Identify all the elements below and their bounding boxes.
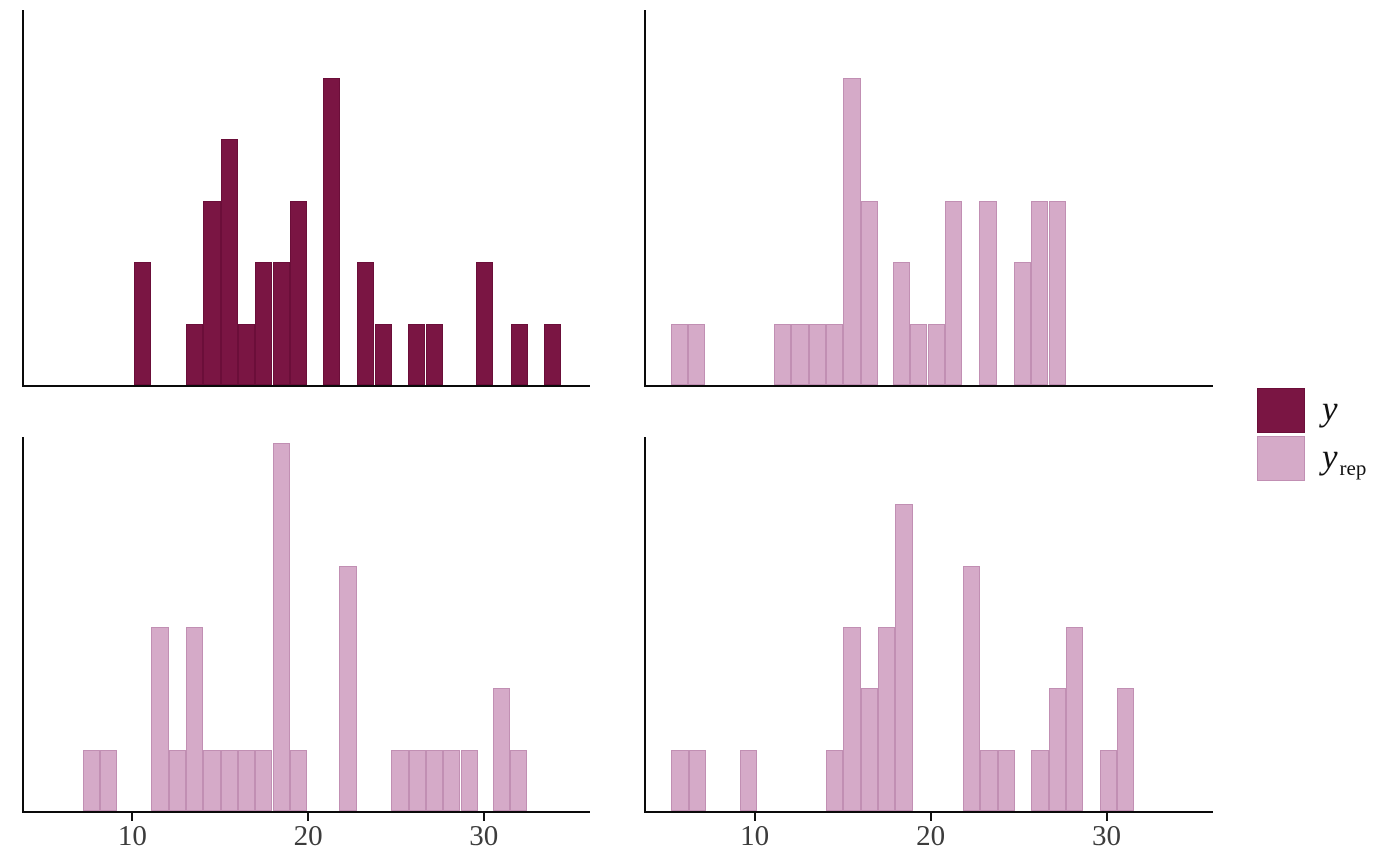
histogram-bar xyxy=(687,323,706,385)
histogram-bar xyxy=(791,323,809,385)
histogram-bar xyxy=(944,200,963,385)
panel-bottom-left-yrep-histogram: 10 20 30 xyxy=(22,437,590,851)
histogram-bar xyxy=(203,749,221,811)
histogram-bar xyxy=(443,749,461,811)
x-axis-tick-label: 30 xyxy=(1092,820,1121,852)
histogram-bar xyxy=(980,749,998,811)
panel-top-right-yrep-histogram xyxy=(644,10,1213,387)
histogram-bar xyxy=(237,323,256,385)
x-axis-tick xyxy=(307,813,310,821)
histogram-bar xyxy=(910,323,928,385)
histogram-bar xyxy=(1031,749,1049,811)
legend-item-y: y xyxy=(1257,388,1366,433)
histogram-bar xyxy=(1048,200,1066,385)
histogram-bar xyxy=(82,749,101,811)
legend-item-yrep: yrep xyxy=(1257,436,1366,481)
histogram-bar xyxy=(272,443,290,811)
histogram-bar xyxy=(289,749,308,811)
histogram-bar xyxy=(997,749,1015,811)
histogram-bar xyxy=(510,323,528,385)
x-axis-tick-label: 10 xyxy=(740,820,770,852)
histogram-bar xyxy=(374,323,392,385)
histogram-bar xyxy=(1013,262,1032,385)
histogram-bar xyxy=(1066,627,1084,811)
x-axis-tick xyxy=(1105,813,1108,821)
histogram-bar xyxy=(425,749,444,811)
histogram-bar xyxy=(357,262,375,385)
histogram-bar xyxy=(1031,200,1049,385)
legend-label-y: y xyxy=(1322,391,1340,431)
histogram-bar xyxy=(255,262,273,385)
histogram-bar xyxy=(774,323,792,385)
x-axis-tick xyxy=(131,813,134,821)
histogram-bar xyxy=(1099,749,1118,811)
histogram-bar xyxy=(475,262,494,385)
histogram-bar xyxy=(323,77,341,385)
histogram-bar xyxy=(826,323,844,385)
histogram-bar xyxy=(670,323,688,385)
histogram-bar xyxy=(100,749,118,811)
histogram-bar xyxy=(808,323,827,385)
histogram-bar xyxy=(408,323,426,385)
histogram-bar xyxy=(255,749,273,811)
histogram-bar xyxy=(927,323,945,385)
histogram-bar xyxy=(688,749,706,811)
histogram-bar xyxy=(878,627,896,811)
histogram-bar xyxy=(510,749,528,811)
histogram-bar xyxy=(272,262,290,385)
histogram-bar xyxy=(1117,688,1135,811)
histogram-bar xyxy=(289,200,308,385)
histogram-bar xyxy=(826,749,844,811)
histogram-bar xyxy=(203,200,221,385)
legend: y yrep xyxy=(1257,388,1366,481)
histogram-bar xyxy=(168,749,186,811)
histogram-bar xyxy=(740,749,758,811)
x-axis-tick-label: 20 xyxy=(293,820,323,852)
histogram-bar xyxy=(895,504,913,811)
histogram-bar xyxy=(460,749,478,811)
x-axis-tick-label: 10 xyxy=(117,820,147,852)
histogram-bar xyxy=(892,262,911,385)
x-axis-tick xyxy=(753,813,756,821)
histogram-bar xyxy=(151,627,169,811)
histogram-bar xyxy=(1048,688,1066,811)
x-axis-tick xyxy=(482,813,485,821)
histogram-bar xyxy=(339,565,357,811)
x-axis-tick-label: 30 xyxy=(469,820,499,852)
histogram-bar xyxy=(186,323,204,385)
x-axis-tick xyxy=(929,813,932,821)
histogram-bar xyxy=(843,627,861,811)
legend-label-yrep-subscript: rep xyxy=(1339,455,1367,480)
histogram-bar xyxy=(237,749,256,811)
histogram-bar xyxy=(843,77,861,385)
histogram-bar xyxy=(220,749,238,811)
panel-bottom-right-yrep-histogram: 10 20 30 xyxy=(644,437,1213,851)
x-axis-tick-label: 20 xyxy=(916,820,946,852)
panel-top-left-y-histogram xyxy=(22,10,590,387)
legend-swatch-yrep xyxy=(1257,436,1305,481)
histogram-bar xyxy=(543,323,561,385)
histogram-bar xyxy=(408,749,426,811)
histogram-bar xyxy=(133,262,152,385)
histogram-bar xyxy=(979,200,997,385)
histogram-bar xyxy=(671,749,689,811)
histogram-bar xyxy=(220,139,238,385)
legend-label-yrep-text: y xyxy=(1322,436,1338,476)
legend-label-y-text: y xyxy=(1322,388,1338,428)
histogram-bar xyxy=(391,749,409,811)
histogram-bar xyxy=(860,688,878,811)
histogram-bar xyxy=(962,565,981,811)
legend-label-yrep: yrep xyxy=(1322,439,1366,479)
histogram-bar xyxy=(492,688,510,811)
histogram-bar xyxy=(860,200,879,385)
histogram-bar xyxy=(425,323,443,385)
histogram-bar xyxy=(186,627,204,811)
legend-swatch-y xyxy=(1257,388,1305,433)
